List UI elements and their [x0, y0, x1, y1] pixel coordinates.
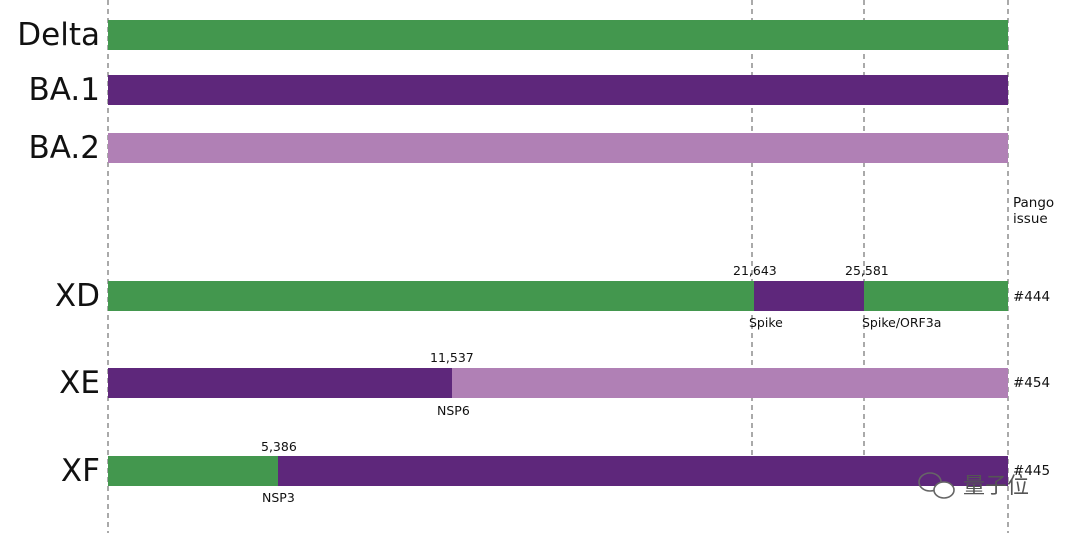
breakpoint-label: 11,537 — [430, 350, 474, 365]
lineage-label: BA.1 — [28, 72, 100, 108]
xe-segment — [452, 368, 1008, 398]
breakpoint-label: 25,581 — [845, 263, 889, 278]
xe-segment — [108, 368, 452, 398]
gene-label: Spike/ORF3a — [862, 315, 942, 330]
ba1-bar — [108, 75, 1008, 105]
xf-segment — [108, 456, 278, 486]
xf-segment — [278, 456, 1008, 486]
gene-label: Spike — [749, 315, 783, 330]
issue-label: #444 — [1013, 289, 1051, 305]
xd-segment — [108, 281, 754, 311]
ba2-bar — [108, 133, 1008, 163]
lineage-label: XF — [60, 453, 100, 489]
lineage-label: XE — [59, 365, 100, 401]
issue-header: Pango issue — [1013, 195, 1055, 227]
watermark: 量子位 — [963, 474, 1030, 499]
lineage-label: XD — [54, 278, 100, 314]
lineage-label: BA.2 — [28, 130, 100, 166]
wechat-icon — [918, 472, 955, 499]
breakpoint-label: 21,643 — [733, 263, 777, 278]
lineage-label: Delta — [17, 17, 100, 53]
gene-label: NSP3 — [262, 490, 295, 505]
breakpoint-label: 5,386 — [261, 439, 297, 454]
xd-segment — [754, 281, 864, 311]
xd-segment — [864, 281, 1008, 311]
delta-bar — [108, 20, 1008, 50]
gene-label: NSP6 — [437, 403, 470, 418]
issue-label: #454 — [1013, 375, 1051, 391]
issue-label: #445 — [1013, 463, 1051, 479]
